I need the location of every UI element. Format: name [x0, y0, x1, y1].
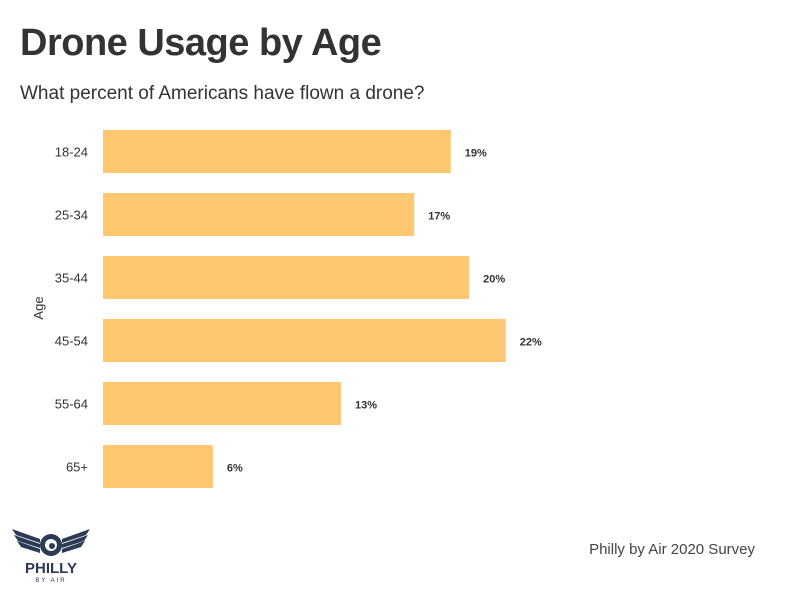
philly-by-air-logo: PHILLY BY AIR — [12, 529, 90, 584]
value-label: 17% — [428, 211, 450, 223]
bar-35-44 — [103, 256, 470, 299]
category-label: 45-54 — [55, 334, 88, 349]
value-label: 13% — [355, 400, 377, 412]
y-axis-label: Age — [31, 296, 46, 319]
source-note: Philly by Air 2020 Survey — [589, 541, 755, 558]
value-label: 22% — [520, 337, 542, 349]
value-label: 19% — [465, 148, 487, 160]
chart-subtitle: What percent of Americans have flown a d… — [20, 83, 425, 104]
logo-text: PHILLY — [25, 560, 77, 577]
category-label: 25-34 — [55, 208, 88, 223]
category-label: 55-64 — [55, 397, 88, 412]
category-label: 35-44 — [55, 271, 88, 286]
category-label: 65+ — [66, 460, 88, 475]
bar-45-54 — [103, 319, 506, 362]
bar-65+ — [103, 445, 213, 488]
bar-25-34 — [103, 193, 415, 236]
chart-title: Drone Usage by Age — [20, 22, 382, 64]
value-label: 6% — [227, 463, 243, 475]
category-label: 18-24 — [55, 145, 88, 160]
value-label: 20% — [483, 274, 505, 286]
logo-subtext: BY AIR — [35, 578, 66, 584]
bar-55-64 — [103, 382, 341, 425]
bar-18-24 — [103, 130, 451, 173]
